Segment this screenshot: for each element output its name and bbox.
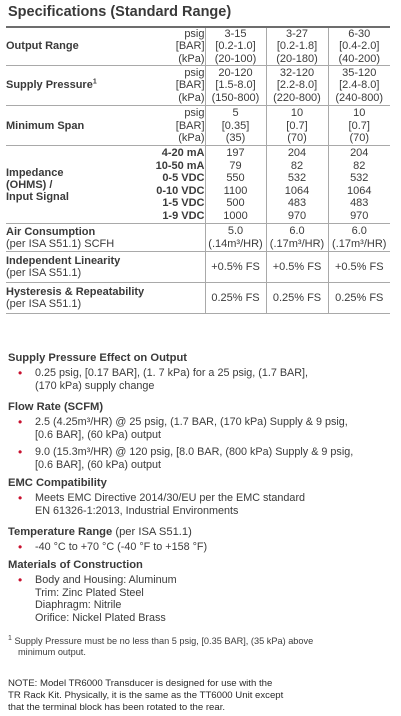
page-title: Specifications (Standard Range): [8, 4, 232, 20]
section-heading: EMC Compatibility: [8, 477, 107, 489]
table-row: (kPa) (150-800) (220-800) (240-800): [6, 91, 390, 106]
table-row: (.14m³/HR) (.17m³/HR) (.17m³/HR): [6, 237, 390, 252]
table-row: 0-5 VDC 550 532 532: [6, 172, 390, 185]
hysteresis-label: Hysteresis & Repeatability (per ISA S51.…: [6, 282, 205, 315]
table-row: (kPa) (20-100) (20-180) (40-200): [6, 52, 390, 66]
air-consumption-label: Air Consumption (per ISA S51.1) SCFH: [6, 223, 205, 252]
section-heading: Materials of Construction: [8, 559, 143, 571]
note: NOTE: Model TR6000 Transducer is designe…: [8, 678, 284, 713]
table-row: 0-10 VDC 1100 1064 1064: [6, 184, 390, 198]
table-row: [BAR] [0.35] [0.7] [0.7]: [6, 119, 390, 132]
table-row: [BAR] [0.2-1.0] [0.2-1.8] [0.4-2.0]: [6, 40, 390, 53]
table-row: 1-5 VDC 500 483 483: [6, 197, 390, 210]
list-item: • 9.0 (15.3m³/HR) @ 120 psig, [8.0 BAR, …: [18, 445, 354, 471]
bullet-icon: •: [18, 445, 23, 460]
list-item: • Body and Housing: Aluminum: [18, 573, 177, 587]
table-row: Independent Linearity (per ISA S51.1) +0…: [6, 251, 390, 283]
footnote: 1 Supply Pressure must be no less than 5…: [8, 634, 314, 657]
section-heading: Supply Pressure Effect on Output: [8, 352, 188, 364]
section-heading: Flow Rate (SCFM): [8, 401, 104, 413]
list-item: • -40 °C to +70 °C (-40 °F to +158 °F): [18, 540, 208, 554]
bullet-icon: •: [18, 573, 23, 587]
bullet-icon: •: [18, 491, 23, 505]
table-row: Minimum Span psig 5 10 10: [6, 105, 390, 146]
impedance-label: Impedance (OHMS) / Input Signal: [6, 145, 112, 224]
table-row: 10-50 mA 79 82 82: [6, 159, 390, 173]
bullet-icon: •: [18, 366, 23, 380]
section-materials: Materials of Construction • Body and Hou…: [8, 558, 398, 624]
minimum-span-label: Minimum Span: [6, 105, 112, 146]
table-row: Air Consumption (per ISA S51.1) SCFH 5.0…: [6, 223, 390, 252]
table-row: Hysteresis & Repeatability (per ISA S51.…: [6, 282, 390, 315]
section-heading: Temperature Range (per ISA S51.1): [8, 526, 192, 538]
table-row: (kPa) (35) (70) (70): [6, 131, 390, 146]
spec-table: Output Range psig 3-15 3-27 6-30 [BAR] […: [6, 25, 390, 315]
table-row: Impedance (OHMS) / Input Signal 4-20 mA …: [6, 145, 390, 224]
table-row: Supply Pressure1 psig 20-120 32-120 35-1…: [6, 64, 390, 106]
section-supply-effect: Supply Pressure Effect on Output • 0.25 …: [8, 351, 398, 392]
table-row: 1-9 VDC 1000 970 970: [6, 209, 390, 224]
list-item: • 2.5 (4.25m³/HR) @ 25 psig, (1.7 BAR, (…: [18, 415, 348, 441]
section-flow-rate: Flow Rate (SCFM) • 2.5 (4.25m³/HR) @ 25 …: [8, 400, 398, 471]
section-emc: EMC Compatibility • Meets EMC Directive …: [8, 476, 398, 517]
bullet-icon: •: [18, 540, 23, 554]
list-item: • Meets EMC Directive 2014/30/EU per the…: [18, 491, 306, 517]
section-temperature: Temperature Range (per ISA S51.1) • -40 …: [8, 525, 398, 554]
table-row: Output Range psig 3-15 3-27 6-30: [6, 25, 390, 66]
output-range-label: Output Range: [6, 25, 112, 66]
list-item: • 0.25 psig, [0.17 BAR], (1. 7 kPa) for …: [18, 366, 309, 392]
bullet-icon: •: [18, 415, 23, 429]
supply-pressure-label: Supply Pressure1: [6, 64, 112, 106]
table-row: [BAR] [1.5-8.0] [2.2-8.0] [2.4-8.0]: [6, 79, 390, 92]
independent-linearity-label: Independent Linearity (per ISA S51.1): [6, 251, 205, 283]
